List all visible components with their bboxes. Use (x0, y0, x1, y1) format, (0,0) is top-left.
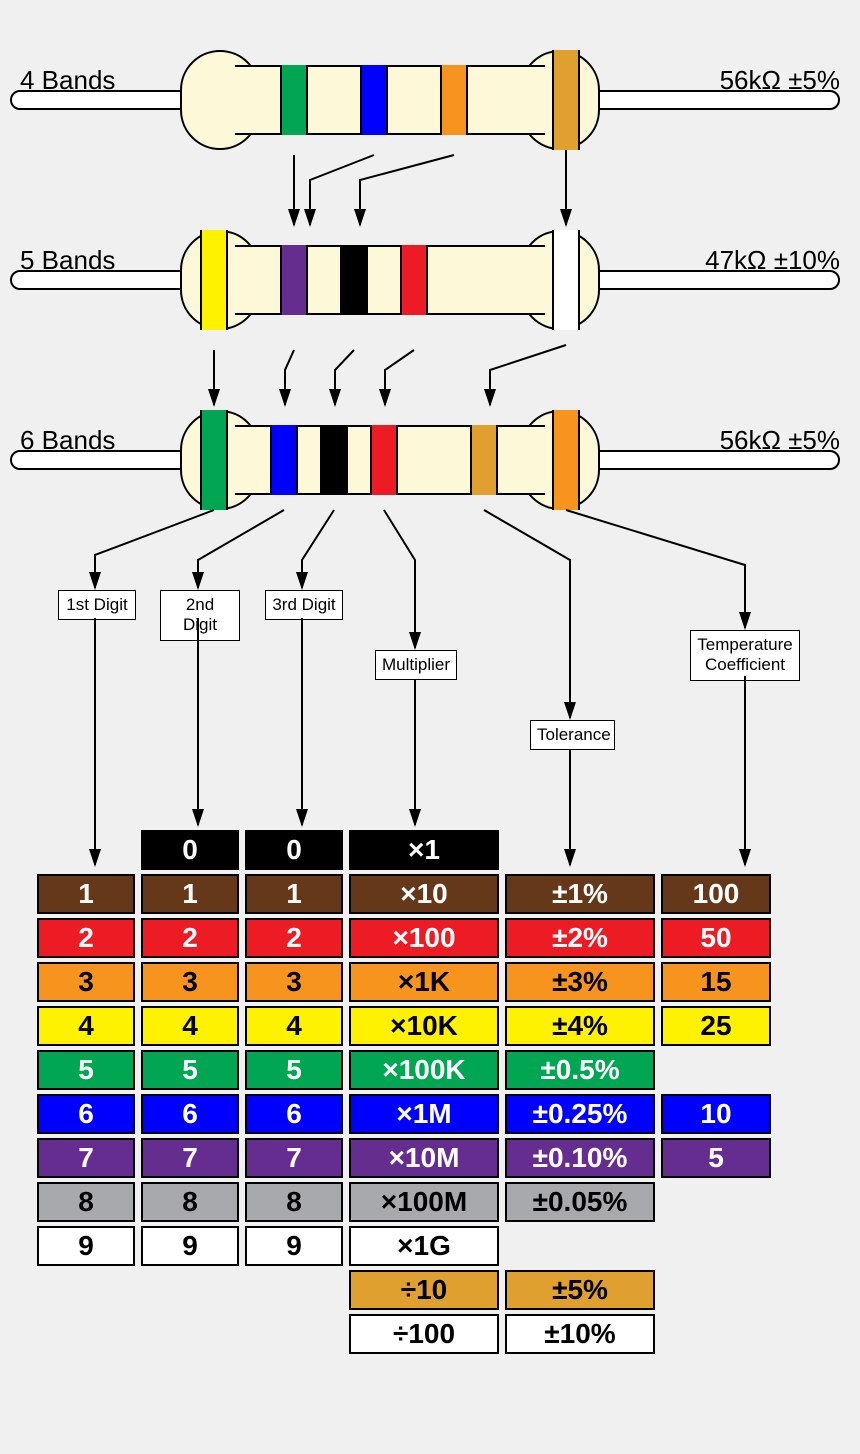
resistor-body (180, 50, 600, 150)
table-cell: 10 (661, 1094, 771, 1134)
color-band (280, 245, 308, 315)
table-cell: 4 (37, 1006, 135, 1046)
resistor-3: 6 Bands56kΩ ±5% (0, 390, 860, 530)
table-row: 111×10±1%100 (37, 874, 827, 914)
column-header: TemperatureCoefficient (690, 630, 800, 681)
table-row: 999×1G (37, 1226, 827, 1266)
column-header: 2nd Digit (160, 590, 240, 641)
table-cell: 7 (245, 1138, 343, 1178)
color-band (440, 65, 468, 135)
table-cell: ×100 (349, 918, 499, 958)
table-cell: ±2% (505, 918, 655, 958)
table-cell: ±3% (505, 962, 655, 1002)
table-cell: 0 (245, 830, 343, 870)
table-row: 777×10M±0.10%5 (37, 1138, 827, 1178)
table-cell: ±1% (505, 874, 655, 914)
table-cell: ×1K (349, 962, 499, 1002)
table-cell: ±0.5% (505, 1050, 655, 1090)
color-band (320, 425, 348, 495)
table-cell: 3 (245, 962, 343, 1002)
table-cell: 2 (37, 918, 135, 958)
table-cell: ×1G (349, 1226, 499, 1266)
table-cell: ±0.25% (505, 1094, 655, 1134)
table-cell: ×100K (349, 1050, 499, 1090)
table-cell: ×10 (349, 874, 499, 914)
table-cell: 6 (141, 1094, 239, 1134)
color-band (360, 65, 388, 135)
color-band (552, 230, 580, 330)
table-row: 00×1 (37, 830, 827, 870)
table-cell: 0 (141, 830, 239, 870)
table-cell: 3 (37, 962, 135, 1002)
column-header: 3rd Digit (265, 590, 343, 620)
table-cell: ÷10 (349, 1270, 499, 1310)
column-header: 1st Digit (58, 590, 136, 620)
table-row: 888×100M±0.05% (37, 1182, 827, 1222)
table-row: 555×100K±0.5% (37, 1050, 827, 1090)
table-cell: 2 (141, 918, 239, 958)
column-header: Multiplier (375, 650, 457, 680)
table-cell: 4 (141, 1006, 239, 1046)
table-cell: 9 (245, 1226, 343, 1266)
table-cell: 100 (661, 874, 771, 914)
resistor-body (180, 230, 600, 330)
color-band (200, 410, 228, 510)
table-cell: 6 (37, 1094, 135, 1134)
table-cell: 3 (141, 962, 239, 1002)
table-cell: ×100M (349, 1182, 499, 1222)
resistor-body (180, 410, 600, 510)
color-band (370, 425, 398, 495)
table-row: 666×1M±0.25%10 (37, 1094, 827, 1134)
color-band (280, 65, 308, 135)
table-row: 222×100±2%50 (37, 918, 827, 958)
table-row: ÷100±10% (37, 1314, 827, 1354)
table-row: ÷10±5% (37, 1270, 827, 1310)
table-cell: 1 (141, 874, 239, 914)
table-cell: 1 (37, 874, 135, 914)
color-code-table: 00×1111×10±1%100222×100±2%50333×1K±3%154… (37, 830, 827, 1358)
table-cell: 7 (141, 1138, 239, 1178)
table-cell: ±5% (505, 1270, 655, 1310)
table-row: 333×1K±3%15 (37, 962, 827, 1002)
column-header: Tolerance (530, 720, 615, 750)
table-cell: 6 (245, 1094, 343, 1134)
table-cell: 9 (141, 1226, 239, 1266)
color-band (470, 425, 498, 495)
color-band (200, 230, 228, 330)
resistor-2: 5 Bands47kΩ ±10% (0, 210, 860, 350)
resistor-1: 4 Bands56kΩ ±5% (0, 30, 860, 170)
table-cell: 25 (661, 1006, 771, 1046)
table-cell: 5 (141, 1050, 239, 1090)
table-cell: ×1M (349, 1094, 499, 1134)
color-band (552, 410, 580, 510)
table-cell: ±4% (505, 1006, 655, 1046)
table-cell: 4 (245, 1006, 343, 1046)
color-band (400, 245, 428, 315)
table-cell: ×10M (349, 1138, 499, 1178)
table-cell: 1 (245, 874, 343, 914)
color-band (340, 245, 368, 315)
table-cell: ×10K (349, 1006, 499, 1046)
table-cell: ÷100 (349, 1314, 499, 1354)
table-cell: 50 (661, 918, 771, 958)
table-cell: ×1 (349, 830, 499, 870)
table-cell: ±0.05% (505, 1182, 655, 1222)
table-cell: 8 (37, 1182, 135, 1222)
table-cell: 2 (245, 918, 343, 958)
table-cell: 15 (661, 962, 771, 1002)
table-cell: ±0.10% (505, 1138, 655, 1178)
color-band (552, 50, 580, 150)
table-cell: 7 (37, 1138, 135, 1178)
table-cell: 5 (245, 1050, 343, 1090)
table-cell: 8 (245, 1182, 343, 1222)
table-cell: 8 (141, 1182, 239, 1222)
color-band (270, 425, 298, 495)
table-cell: ±10% (505, 1314, 655, 1354)
table-row: 444×10K±4%25 (37, 1006, 827, 1046)
table-cell: 9 (37, 1226, 135, 1266)
table-cell: 5 (661, 1138, 771, 1178)
table-cell: 5 (37, 1050, 135, 1090)
